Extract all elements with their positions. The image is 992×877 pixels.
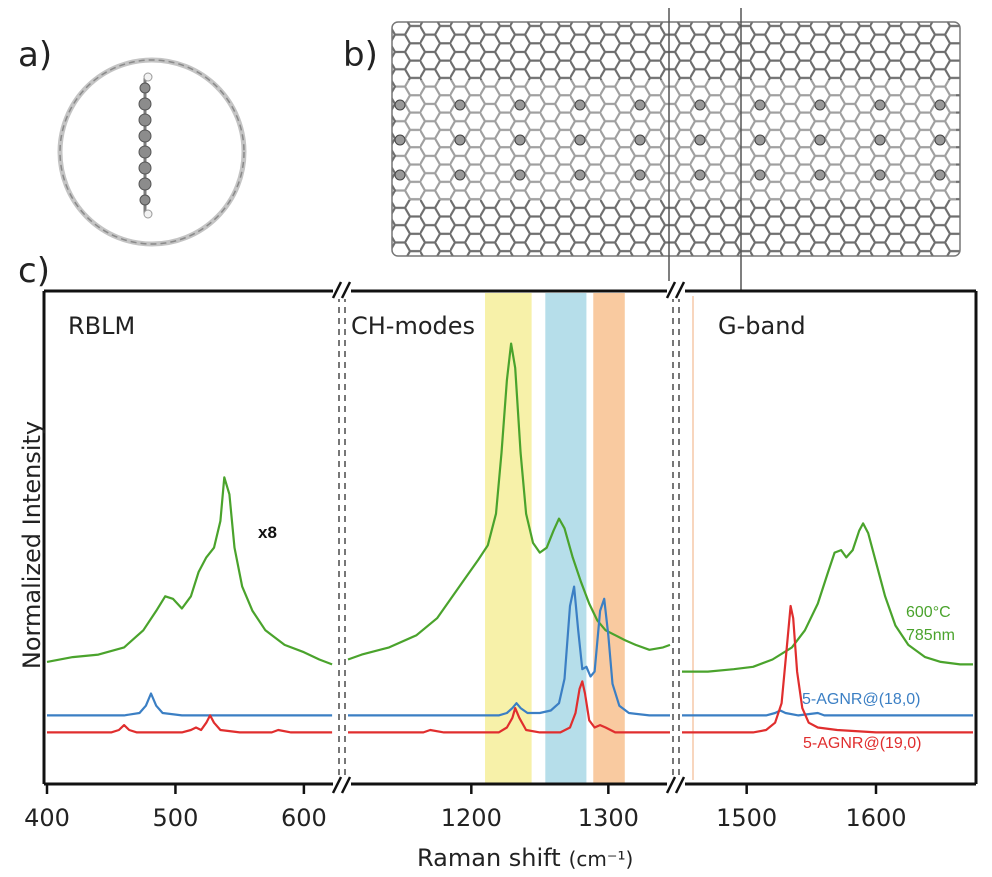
x-ticks: 400 500 600 1200 1300 1500 1600 [24, 784, 907, 832]
spectra-lines [46, 342, 973, 734]
series-line-3-segment-2 [348, 680, 670, 734]
series-line-1-segment-2 [347, 342, 671, 661]
y-axis-title: Normalized Intensity [18, 421, 46, 669]
x-tick-label-600: 600 [281, 804, 327, 832]
series-label-19-0: 5-AGNR@(19,0) [803, 735, 922, 752]
x-tick-label-1200: 1200 [441, 804, 502, 832]
series-label-600c-line1: 600°C [906, 604, 951, 621]
series-line-3-segment-1 [47, 714, 333, 734]
plot-frame [42, 289, 978, 786]
scale-note-x8: x8 [258, 523, 277, 542]
x-axis-title-text: Raman shift [417, 844, 561, 872]
panel-label-c: c) [18, 251, 50, 291]
nanotube-cross-section-illustration [57, 57, 247, 247]
series-label-18-0: 5-AGNR@(18,0) [802, 691, 921, 708]
x-axis-title-unit: (cm⁻¹) [569, 847, 634, 871]
segment-label-ch-modes: CH-modes [351, 312, 475, 340]
highlight-bands [485, 293, 625, 783]
series-line-2-segment-1 [47, 692, 333, 717]
x-tick-label-1600: 1600 [845, 804, 906, 832]
series-label-600c-line2: 785nm [906, 627, 955, 644]
x-axis-title: Raman shift (cm⁻¹) [417, 844, 633, 872]
series-line-1-segment-1 [46, 476, 333, 666]
x-tick-label-400: 400 [24, 804, 70, 832]
segment-label-g-band: G-band [718, 312, 806, 340]
nanotube-side-view-illustration [391, 8, 961, 290]
axis-break-marks [331, 281, 686, 794]
x-tick-label-1500: 1500 [716, 804, 777, 832]
panel-label-a: a) [18, 35, 52, 75]
segment-label-rblm: RBLM [68, 312, 135, 340]
x-tick-label-500: 500 [153, 804, 199, 832]
segment-separators [338, 296, 680, 780]
highlight-band-2 [545, 293, 587, 783]
series-line-2-segment-3 [682, 709, 973, 717]
series-line-3-segment-3 [682, 604, 973, 734]
series-line-1-segment-3 [682, 522, 973, 673]
x-tick-label-1300: 1300 [578, 804, 639, 832]
highlight-band-3 [593, 293, 625, 783]
ribbon-atoms [394, 99, 946, 181]
series-line-2-segment-2 [348, 585, 670, 717]
panel-label-b: b) [343, 35, 378, 75]
